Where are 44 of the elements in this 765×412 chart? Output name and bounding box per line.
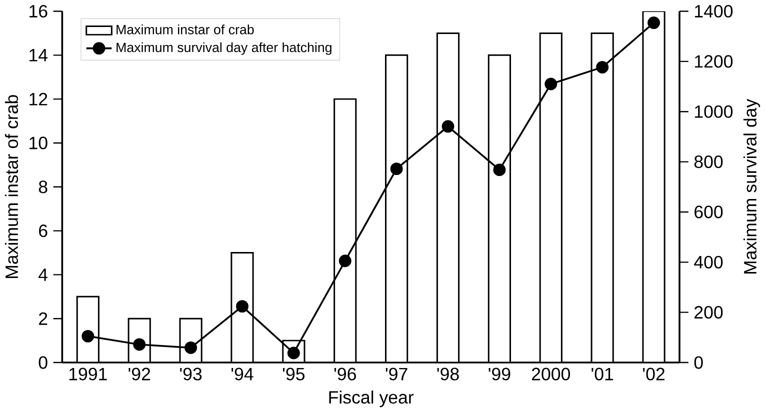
point [544,78,558,90]
x-tick-label: '98 [437,368,459,380]
y-tick-label: 4 [38,268,48,281]
y-tick-label: 14 [30,48,48,62]
point [648,16,660,29]
y-tick-label: 0 [38,356,48,369]
y-tick-label: 12 [30,92,48,106]
point [390,162,403,176]
point [236,300,248,313]
point [442,120,454,133]
point [82,330,94,342]
x-tick-label: 1991 [69,368,107,380]
y2-tick-label: 200 [694,306,723,319]
point [184,341,198,354]
x-tick-label: '96 [334,368,356,380]
x-tick-label: '92 [128,368,150,380]
point [338,254,352,268]
y-axis-title: Maximum instar of crab [4,95,18,278]
y2-tick-label: 1200 [694,55,733,68]
y-tick-label: 6 [39,224,48,238]
y2-tick-label: 1000 [694,105,733,118]
x-tick-label: '95 [282,368,305,380]
legend-label: Maximum survival day after hatching [116,42,332,55]
y-tick-label: 16 [30,4,48,18]
x-tick-label: '97 [386,368,408,380]
x-tick-label: '01 [592,368,614,380]
y-tick-label: 10 [30,136,48,150]
y-tick-label: 2 [39,312,48,325]
y2-tick-label: 0 [694,356,703,369]
y2-axis-title: Maximum survival day [743,98,760,274]
x-tick-label: '93 [180,368,202,380]
y2-tick-label: 400 [694,256,723,268]
y2-tick-label: 800 [694,155,723,168]
x-tick-label: '02 [643,368,664,380]
legend-label: Maximum instar of crab [116,24,254,34]
point [493,164,506,176]
y2-tick-label: 1400 [694,4,733,18]
x-tick-label: '99 [488,368,510,380]
y-tick-label: 8 [38,180,48,194]
x-axis-title: Fiscal year [329,390,414,408]
x-tick-label: '94 [232,368,254,380]
x-tick-label: 2000 [532,368,570,380]
point [596,60,609,74]
y2-tick-label: 600 [694,206,723,218]
